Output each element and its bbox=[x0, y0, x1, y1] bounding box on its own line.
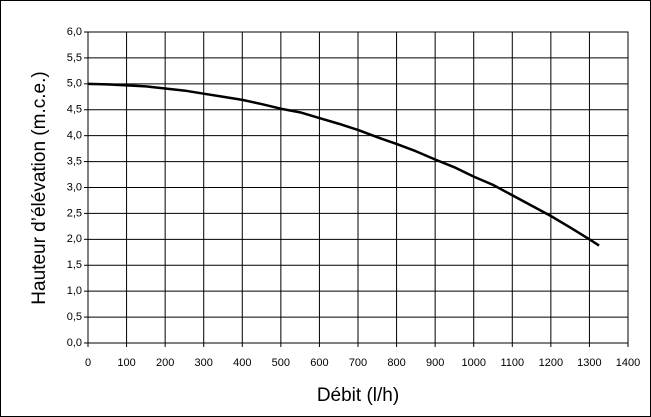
y-tick-label: 1,0 bbox=[67, 285, 82, 297]
y-tick-label: 6,0 bbox=[67, 26, 82, 38]
x-tick-label: 300 bbox=[195, 357, 213, 369]
y-tick-label: 3,5 bbox=[67, 155, 82, 167]
x-axis-title: Débit (l/h) bbox=[317, 385, 399, 406]
x-tick-label: 200 bbox=[156, 357, 174, 369]
x-tick-label: 400 bbox=[233, 357, 251, 369]
y-tick-label: 4,5 bbox=[67, 104, 82, 116]
x-tick-label: 600 bbox=[310, 357, 328, 369]
x-tick-label: 1100 bbox=[500, 357, 524, 369]
x-tick-label: 1000 bbox=[461, 357, 485, 369]
x-tick-label: 1200 bbox=[539, 357, 563, 369]
x-tick-label: 800 bbox=[387, 357, 405, 369]
y-tick-label: 0,0 bbox=[67, 337, 82, 349]
y-tick-label: 2,5 bbox=[67, 207, 82, 219]
x-tick-label: 500 bbox=[272, 357, 290, 369]
x-tick-label: 700 bbox=[349, 357, 367, 369]
x-tick-label: 1400 bbox=[616, 357, 640, 369]
y-tick-label: 5,5 bbox=[67, 52, 82, 64]
data-line bbox=[87, 82, 600, 247]
y-tick-label: 1,5 bbox=[67, 259, 82, 271]
y-tick-label: 4,0 bbox=[67, 130, 82, 142]
y-axis-title: Hauteur d’élévation (m.c.e.) bbox=[29, 71, 50, 304]
x-tick-label: 100 bbox=[117, 357, 135, 369]
x-tick-label: 900 bbox=[426, 357, 444, 369]
plot-area bbox=[87, 31, 629, 344]
y-tick-label: 2,0 bbox=[67, 233, 82, 245]
x-tick-label: 1300 bbox=[577, 357, 601, 369]
y-tick-label: 0,5 bbox=[67, 311, 82, 323]
y-tick-label: 3,0 bbox=[67, 181, 82, 193]
y-tick-label: 5,0 bbox=[67, 78, 82, 90]
x-tick-label: 0 bbox=[85, 357, 91, 369]
